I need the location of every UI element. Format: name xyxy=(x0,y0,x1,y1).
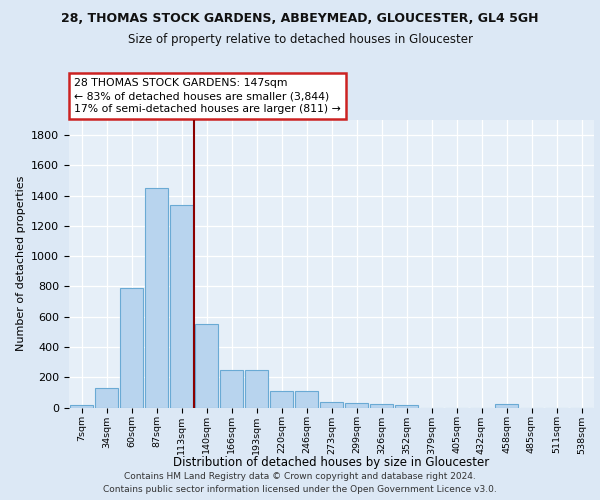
Bar xyxy=(195,324,218,407)
Bar xyxy=(220,370,243,408)
Bar xyxy=(245,370,268,408)
Bar xyxy=(95,388,118,407)
Text: Size of property relative to detached houses in Gloucester: Size of property relative to detached ho… xyxy=(128,32,473,46)
Bar xyxy=(120,288,143,408)
X-axis label: Distribution of detached houses by size in Gloucester: Distribution of detached houses by size … xyxy=(173,456,490,469)
Text: 28 THOMAS STOCK GARDENS: 147sqm
← 83% of detached houses are smaller (3,844)
17%: 28 THOMAS STOCK GARDENS: 147sqm ← 83% of… xyxy=(74,78,341,114)
Text: 28, THOMAS STOCK GARDENS, ABBEYMEAD, GLOUCESTER, GL4 5GH: 28, THOMAS STOCK GARDENS, ABBEYMEAD, GLO… xyxy=(61,12,539,26)
Bar xyxy=(370,404,393,407)
Bar xyxy=(295,391,318,407)
Bar xyxy=(495,404,518,407)
Bar xyxy=(320,402,343,407)
Bar xyxy=(270,391,293,407)
Bar xyxy=(395,405,418,407)
Text: Contains HM Land Registry data © Crown copyright and database right 2024.: Contains HM Land Registry data © Crown c… xyxy=(124,472,476,481)
Text: Contains public sector information licensed under the Open Government Licence v3: Contains public sector information licen… xyxy=(103,485,497,494)
Bar xyxy=(70,405,93,407)
Bar xyxy=(345,403,368,407)
Bar xyxy=(145,188,168,408)
Y-axis label: Number of detached properties: Number of detached properties xyxy=(16,176,26,352)
Bar xyxy=(170,204,193,408)
